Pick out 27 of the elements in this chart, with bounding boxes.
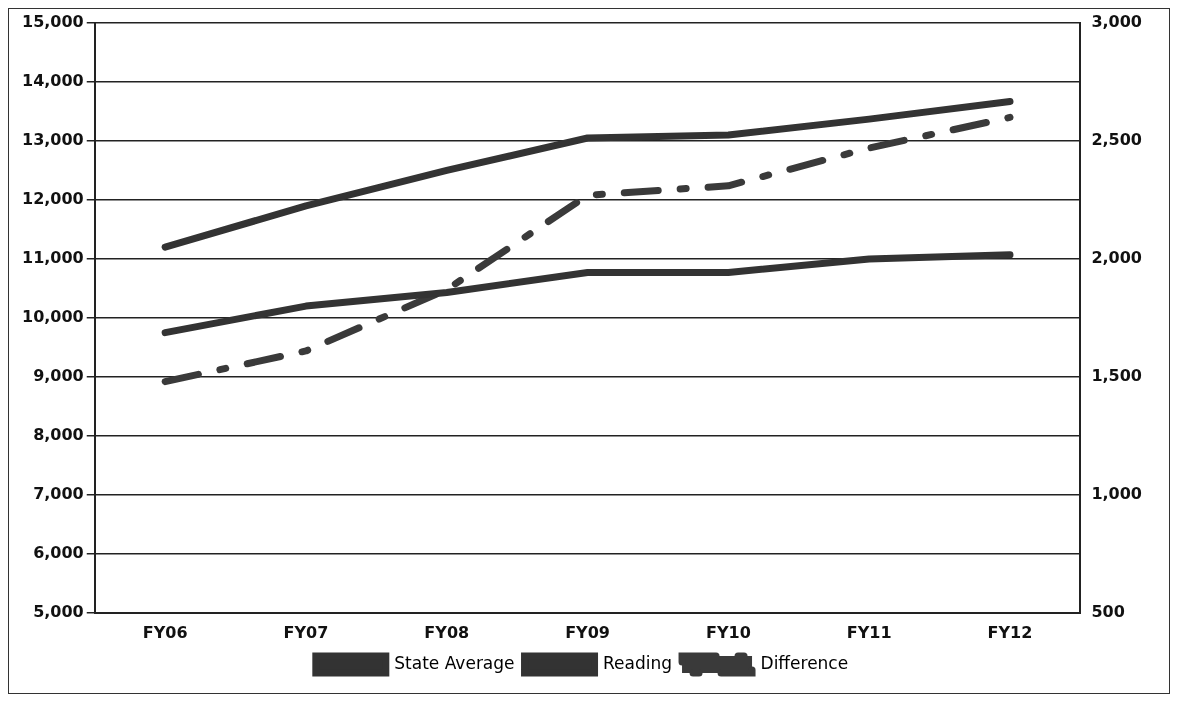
x-tick-label: FY11 xyxy=(846,622,892,642)
legend-label: State Average xyxy=(394,652,515,673)
y2-tick-label: 1,000 xyxy=(1091,484,1142,503)
y-tick-label: 10,000 xyxy=(21,307,84,327)
y2-tick-label: 2,500 xyxy=(1091,130,1142,150)
y2-tick-label: 2,000 xyxy=(1091,248,1142,268)
x-tick-label: FY10 xyxy=(705,622,751,642)
y-tick-label: 11,000 xyxy=(21,248,84,268)
y-tick-label: 5,000 xyxy=(33,601,84,621)
y2-tick-label: 3,000 xyxy=(1091,12,1142,32)
x-tick-label: FY09 xyxy=(565,622,610,642)
x-tick-label: FY08 xyxy=(424,622,470,642)
x-tick-label: FY07 xyxy=(283,622,329,642)
y-tick-label: 14,000 xyxy=(21,71,84,91)
y-tick-label: 9,000 xyxy=(33,366,84,386)
y-tick-label: 7,000 xyxy=(33,484,84,503)
x-tick-label: FY06 xyxy=(142,622,188,642)
y-tick-label: 13,000 xyxy=(21,130,84,150)
y-tick-label: 12,000 xyxy=(21,189,84,209)
y2-tick-label: 1,500 xyxy=(1091,366,1142,386)
legend-label: Reading xyxy=(603,652,673,673)
legend-label: Difference xyxy=(760,652,849,673)
y-tick-label: 15,000 xyxy=(21,12,84,32)
y2-tick-label: 500 xyxy=(1091,601,1125,621)
y-tick-label: 8,000 xyxy=(33,425,84,445)
x-tick-label: FY12 xyxy=(987,622,1033,642)
y-tick-label: 6,000 xyxy=(33,542,84,562)
